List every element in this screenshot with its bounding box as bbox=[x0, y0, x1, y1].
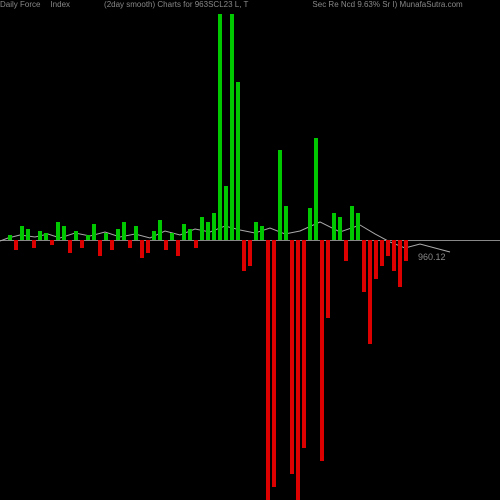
force-bar bbox=[344, 240, 348, 261]
force-bar bbox=[44, 233, 48, 240]
chart-area: 960.12 bbox=[0, 14, 500, 500]
description: Sec Re Ncd 9.63% Sr I) MunafaSutra.com bbox=[312, 0, 462, 14]
force-bar bbox=[152, 231, 156, 240]
force-bar bbox=[188, 229, 192, 240]
force-bar bbox=[278, 150, 282, 240]
force-bar bbox=[68, 240, 72, 253]
force-bar bbox=[242, 240, 246, 271]
force-bar bbox=[218, 14, 222, 240]
force-bar bbox=[170, 233, 174, 240]
force-bar bbox=[350, 206, 354, 240]
force-bar bbox=[176, 240, 180, 256]
force-bar bbox=[266, 240, 270, 500]
force-bar bbox=[398, 240, 402, 287]
force-bar bbox=[80, 240, 84, 248]
force-bar bbox=[356, 213, 360, 240]
force-bar bbox=[368, 240, 372, 344]
force-bar bbox=[92, 224, 96, 240]
force-bar bbox=[314, 138, 318, 240]
force-bar bbox=[296, 240, 300, 500]
force-bar bbox=[86, 235, 90, 240]
force-bar bbox=[260, 226, 264, 240]
force-bar bbox=[380, 240, 384, 266]
force-bar bbox=[374, 240, 378, 279]
force-bar bbox=[338, 217, 342, 240]
force-bar bbox=[320, 240, 324, 461]
force-bar bbox=[200, 217, 204, 240]
force-bar bbox=[206, 222, 210, 240]
force-bar bbox=[308, 208, 312, 240]
title-left: Daily Force bbox=[0, 0, 40, 14]
force-bar bbox=[122, 222, 126, 240]
force-bar bbox=[74, 231, 78, 240]
force-bar bbox=[362, 240, 366, 292]
force-bar bbox=[56, 222, 60, 240]
force-bar bbox=[302, 240, 306, 448]
force-bar bbox=[404, 240, 408, 261]
force-bar bbox=[38, 231, 42, 240]
force-bar bbox=[26, 229, 30, 240]
force-bar bbox=[134, 226, 138, 240]
force-bar bbox=[392, 240, 396, 271]
force-bar bbox=[284, 206, 288, 240]
force-bar bbox=[254, 222, 258, 240]
force-bar bbox=[128, 240, 132, 248]
force-bar bbox=[104, 233, 108, 240]
force-bar bbox=[32, 240, 36, 248]
force-bar bbox=[290, 240, 294, 474]
force-bar bbox=[182, 224, 186, 240]
title-index: Index bbox=[50, 0, 70, 14]
force-bar bbox=[158, 220, 162, 240]
force-bar bbox=[332, 213, 336, 240]
force-bar bbox=[140, 240, 144, 258]
chart-header: Daily Force Index (2day smooth) Charts f… bbox=[0, 0, 500, 14]
force-bar bbox=[386, 240, 390, 256]
force-bar bbox=[194, 240, 198, 248]
force-bar bbox=[146, 240, 150, 253]
force-bar bbox=[164, 240, 168, 250]
force-bar bbox=[14, 240, 18, 250]
value-label: 960.12 bbox=[418, 252, 446, 262]
force-bar bbox=[236, 82, 240, 240]
force-bar bbox=[50, 240, 54, 245]
force-bar bbox=[20, 226, 24, 240]
force-bar bbox=[62, 226, 66, 240]
force-bar bbox=[110, 240, 114, 250]
force-bar bbox=[272, 240, 276, 487]
force-bar bbox=[212, 213, 216, 240]
force-bar bbox=[224, 186, 228, 240]
force-bar bbox=[8, 235, 12, 240]
force-bar bbox=[98, 240, 102, 256]
force-bar bbox=[116, 229, 120, 240]
subtitle: (2day smooth) Charts for 963SCL23 L, T bbox=[104, 0, 248, 14]
force-bar bbox=[230, 14, 234, 240]
force-bar bbox=[248, 240, 252, 266]
force-bar bbox=[326, 240, 330, 318]
